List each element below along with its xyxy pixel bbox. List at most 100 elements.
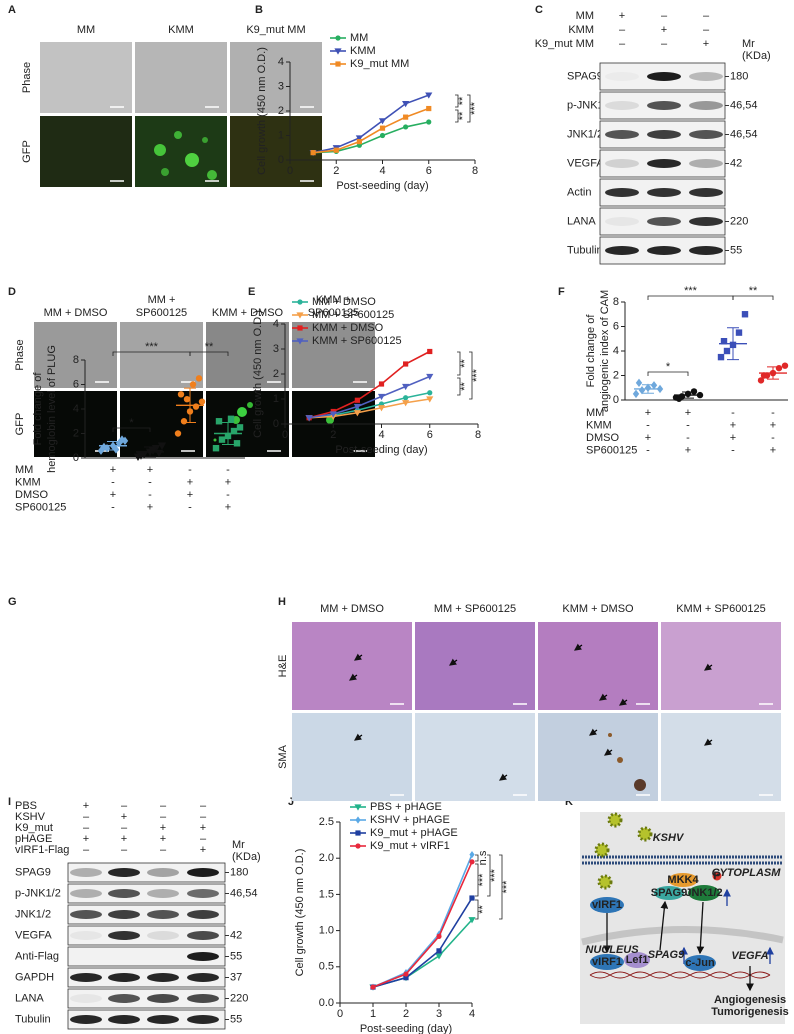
treatment-sign: + [730, 432, 736, 444]
condition-sign: – [121, 844, 128, 856]
data-point [100, 442, 108, 452]
band [147, 910, 179, 919]
legend-label: K9_mut + vIRF1 [370, 840, 450, 852]
treatment-sign: - [731, 444, 735, 456]
legend-marker [354, 804, 362, 811]
series-line [313, 121, 429, 154]
band [605, 72, 639, 81]
significance-label: *** [489, 868, 501, 882]
band [70, 994, 102, 1003]
pointer-arrow [354, 653, 363, 661]
protein-node [590, 897, 624, 913]
x-tick-label: 4 [379, 165, 385, 177]
mr-value: 55 [230, 1013, 242, 1025]
significance-bracket [647, 371, 689, 376]
band-label: GAPDH [15, 971, 54, 983]
data-point [329, 411, 337, 418]
band [647, 130, 681, 139]
legend-marker [296, 338, 304, 345]
band [108, 889, 140, 898]
data-point [215, 418, 223, 425]
legend-label: K9_mut + pHAGE [370, 827, 458, 839]
legend-marker [297, 325, 303, 331]
data-point [635, 378, 643, 388]
pointer-arrow [349, 673, 358, 681]
mr-value: 46,54 [730, 99, 758, 111]
data-point [377, 405, 386, 412]
data-point [377, 393, 386, 401]
significance-bracket [475, 863, 479, 897]
series-line [312, 94, 430, 154]
data-point [198, 398, 206, 405]
treatment-sign: + [225, 476, 231, 488]
protein-label: Lef1 [626, 954, 649, 966]
data-point [195, 375, 203, 382]
data-point [233, 440, 241, 447]
treatment-sign: - [686, 432, 690, 444]
treatment-sign: + [147, 501, 153, 513]
column-title: SP600125 [136, 307, 187, 319]
y-tick-label: 2 [273, 368, 279, 380]
pointer-arrow [619, 698, 628, 706]
treatment-sign: + [187, 489, 193, 501]
significance-label: ** [457, 96, 469, 105]
data-point [469, 895, 475, 901]
band [187, 910, 219, 919]
micrograph [292, 322, 375, 388]
virion [594, 842, 610, 858]
series-line [309, 398, 430, 419]
y-tick-label: 8 [73, 354, 79, 366]
micrograph [206, 322, 289, 388]
significance-label: ** [457, 111, 469, 120]
pointer-arrow [499, 773, 508, 781]
pointer-arrow [604, 748, 613, 756]
condition-sign: – [703, 10, 710, 22]
diagram-label: KSHV [653, 832, 685, 844]
band [605, 101, 639, 110]
condition-sign: – [703, 24, 710, 36]
band-label: VEGFA [567, 157, 604, 169]
treatment-sign: + [645, 407, 651, 419]
treatment-sign: + [110, 489, 116, 501]
significance-label: *** [684, 285, 698, 297]
data-point [650, 381, 658, 390]
mr-label: Mr [232, 839, 245, 851]
x-tick-label: 8 [475, 429, 481, 441]
band [187, 868, 219, 877]
band [647, 188, 681, 197]
nuclear-envelope [581, 925, 784, 946]
data-point [212, 445, 220, 452]
cell-blob [326, 416, 334, 424]
legend-marker [335, 61, 341, 67]
legend-marker [334, 48, 342, 55]
cell-blob [174, 131, 182, 139]
condition-sign: – [200, 800, 207, 812]
cell-blob [161, 168, 169, 176]
significance-bracket [455, 109, 459, 123]
mr-value: 55 [730, 244, 742, 256]
condition-sign: – [160, 800, 167, 812]
y-axis-label: angiogenic index of CAM [599, 290, 611, 412]
data-point [781, 362, 789, 369]
condition-sign: + [83, 833, 89, 845]
treatment-label: DMSO [15, 489, 48, 501]
series-line [309, 391, 430, 419]
band [108, 994, 140, 1003]
protein-label: JNK1/2 [685, 887, 722, 899]
panel-label: C [535, 4, 543, 16]
band-label: SPAG9 [15, 866, 51, 878]
band [147, 889, 179, 898]
condition-label: MM [576, 10, 594, 22]
micrograph [40, 116, 132, 187]
band [689, 72, 723, 81]
band [689, 130, 723, 139]
data-point [183, 396, 191, 403]
pointer-arrow [704, 663, 713, 671]
y-axis-label: Cell growth (450 nm O.D.) [294, 849, 306, 977]
band [689, 217, 723, 226]
condition-sign: – [661, 10, 668, 22]
significance-bracket [467, 94, 471, 123]
row-label: SMA [277, 744, 289, 769]
treatment-label: MM [586, 407, 604, 419]
band-label: JNK1/2 [567, 128, 603, 140]
